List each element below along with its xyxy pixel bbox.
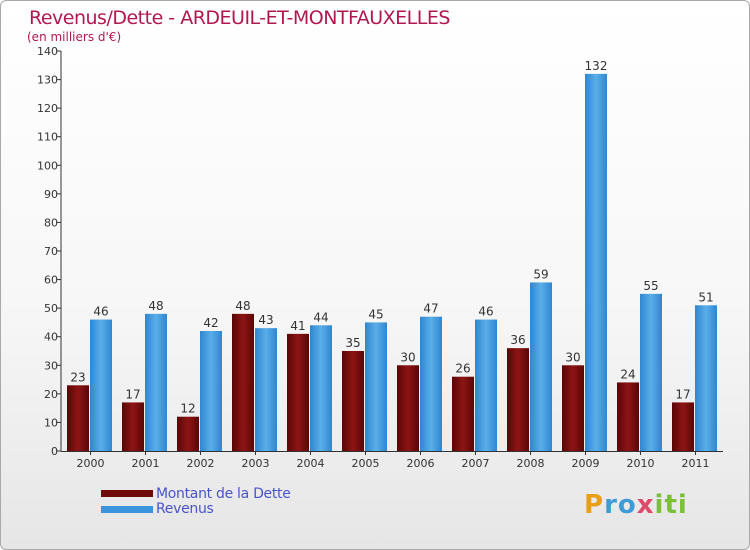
y-tick-label: 110 [37, 131, 58, 144]
y-tick-label: 120 [37, 102, 58, 115]
x-tick-label: 2006 [407, 457, 435, 470]
data-label: 59 [533, 267, 548, 281]
bar-dette [342, 351, 364, 451]
y-tick-label: 130 [37, 74, 58, 87]
y-tick-label: 50 [44, 302, 58, 315]
bar-revenus [530, 282, 552, 451]
chart-subtitle: (en milliers d'€) [27, 30, 122, 44]
bar-revenus [255, 328, 277, 451]
y-tick-label: 140 [37, 45, 58, 58]
bar-dette [507, 348, 529, 451]
bar-revenus [365, 322, 387, 451]
bar-dette [122, 402, 144, 451]
data-label: 55 [643, 279, 658, 293]
chart-title: Revenus/Dette - ARDEUIL-ET-MONTFAUXELLES [29, 7, 450, 29]
bar-revenus [585, 73, 607, 451]
x-tick-label: 2009 [572, 457, 600, 470]
bar-revenus [200, 331, 222, 451]
y-tick-label: 60 [44, 274, 58, 287]
data-label: 48 [235, 299, 250, 313]
data-label: 41 [290, 319, 305, 333]
x-tick-label: 2005 [352, 457, 380, 470]
bar-dette [67, 385, 89, 451]
data-label: 17 [125, 387, 140, 401]
data-label: 12 [180, 402, 195, 416]
data-label: 23 [70, 370, 85, 384]
data-label: 42 [203, 316, 218, 330]
bar-dette [397, 365, 419, 451]
y-tick-label: 30 [44, 359, 58, 372]
data-label: 46 [93, 305, 108, 319]
y-tick-label: 20 [44, 388, 58, 401]
bar-revenus [695, 305, 717, 451]
bar-revenus [90, 319, 112, 451]
bar-dette [177, 416, 199, 451]
data-label: 132 [585, 59, 608, 73]
y-tick-label: 90 [44, 188, 58, 201]
bar-dette [672, 402, 694, 451]
data-label: 36 [510, 333, 525, 347]
x-tick-label: 2011 [682, 457, 710, 470]
x-tick-label: 2008 [517, 457, 545, 470]
y-tick-label: 40 [44, 331, 58, 344]
x-tick-label: 2007 [462, 457, 490, 470]
x-tick-label: 2000 [77, 457, 105, 470]
y-tick-label: 80 [44, 216, 58, 229]
data-label: 46 [478, 305, 493, 319]
legend-swatch-revenus [101, 506, 153, 513]
data-label: 45 [368, 307, 383, 321]
bar-revenus [420, 316, 442, 451]
data-label: 35 [345, 336, 360, 350]
data-label: 26 [455, 362, 470, 376]
data-label: 24 [620, 367, 635, 381]
legend-label-revenus: Revenus [156, 501, 214, 517]
bar-revenus [310, 325, 332, 451]
bar-dette [562, 365, 584, 451]
data-label: 51 [698, 290, 713, 304]
data-label: 48 [148, 299, 163, 313]
bar-dette [287, 333, 309, 451]
bar-revenus [475, 319, 497, 451]
x-tick-label: 2002 [187, 457, 215, 470]
bar-dette [452, 376, 474, 451]
y-tick-label: 70 [44, 245, 58, 258]
y-tick-label: 10 [44, 416, 58, 429]
data-label: 30 [400, 350, 415, 364]
proxiti-logo: Proxiti [584, 490, 688, 520]
bar-dette [617, 382, 639, 451]
data-label: 43 [258, 313, 273, 327]
y-tick-label: 0 [51, 445, 58, 458]
x-tick-label: 2001 [132, 457, 160, 470]
x-tick-label: 2004 [297, 457, 325, 470]
data-label: 47 [423, 302, 438, 316]
legend-swatch-debt [101, 490, 153, 497]
data-label: 44 [313, 310, 328, 324]
bar-revenus [145, 313, 167, 451]
y-tick-label: 100 [37, 159, 58, 172]
bar-dette [232, 313, 254, 451]
legend-label-debt: Montant de la Dette [156, 486, 291, 502]
x-tick-label: 2003 [242, 457, 270, 470]
data-label: 30 [565, 350, 580, 364]
x-tick-label: 2010 [627, 457, 655, 470]
data-label: 17 [675, 387, 690, 401]
bar-revenus [640, 293, 662, 451]
